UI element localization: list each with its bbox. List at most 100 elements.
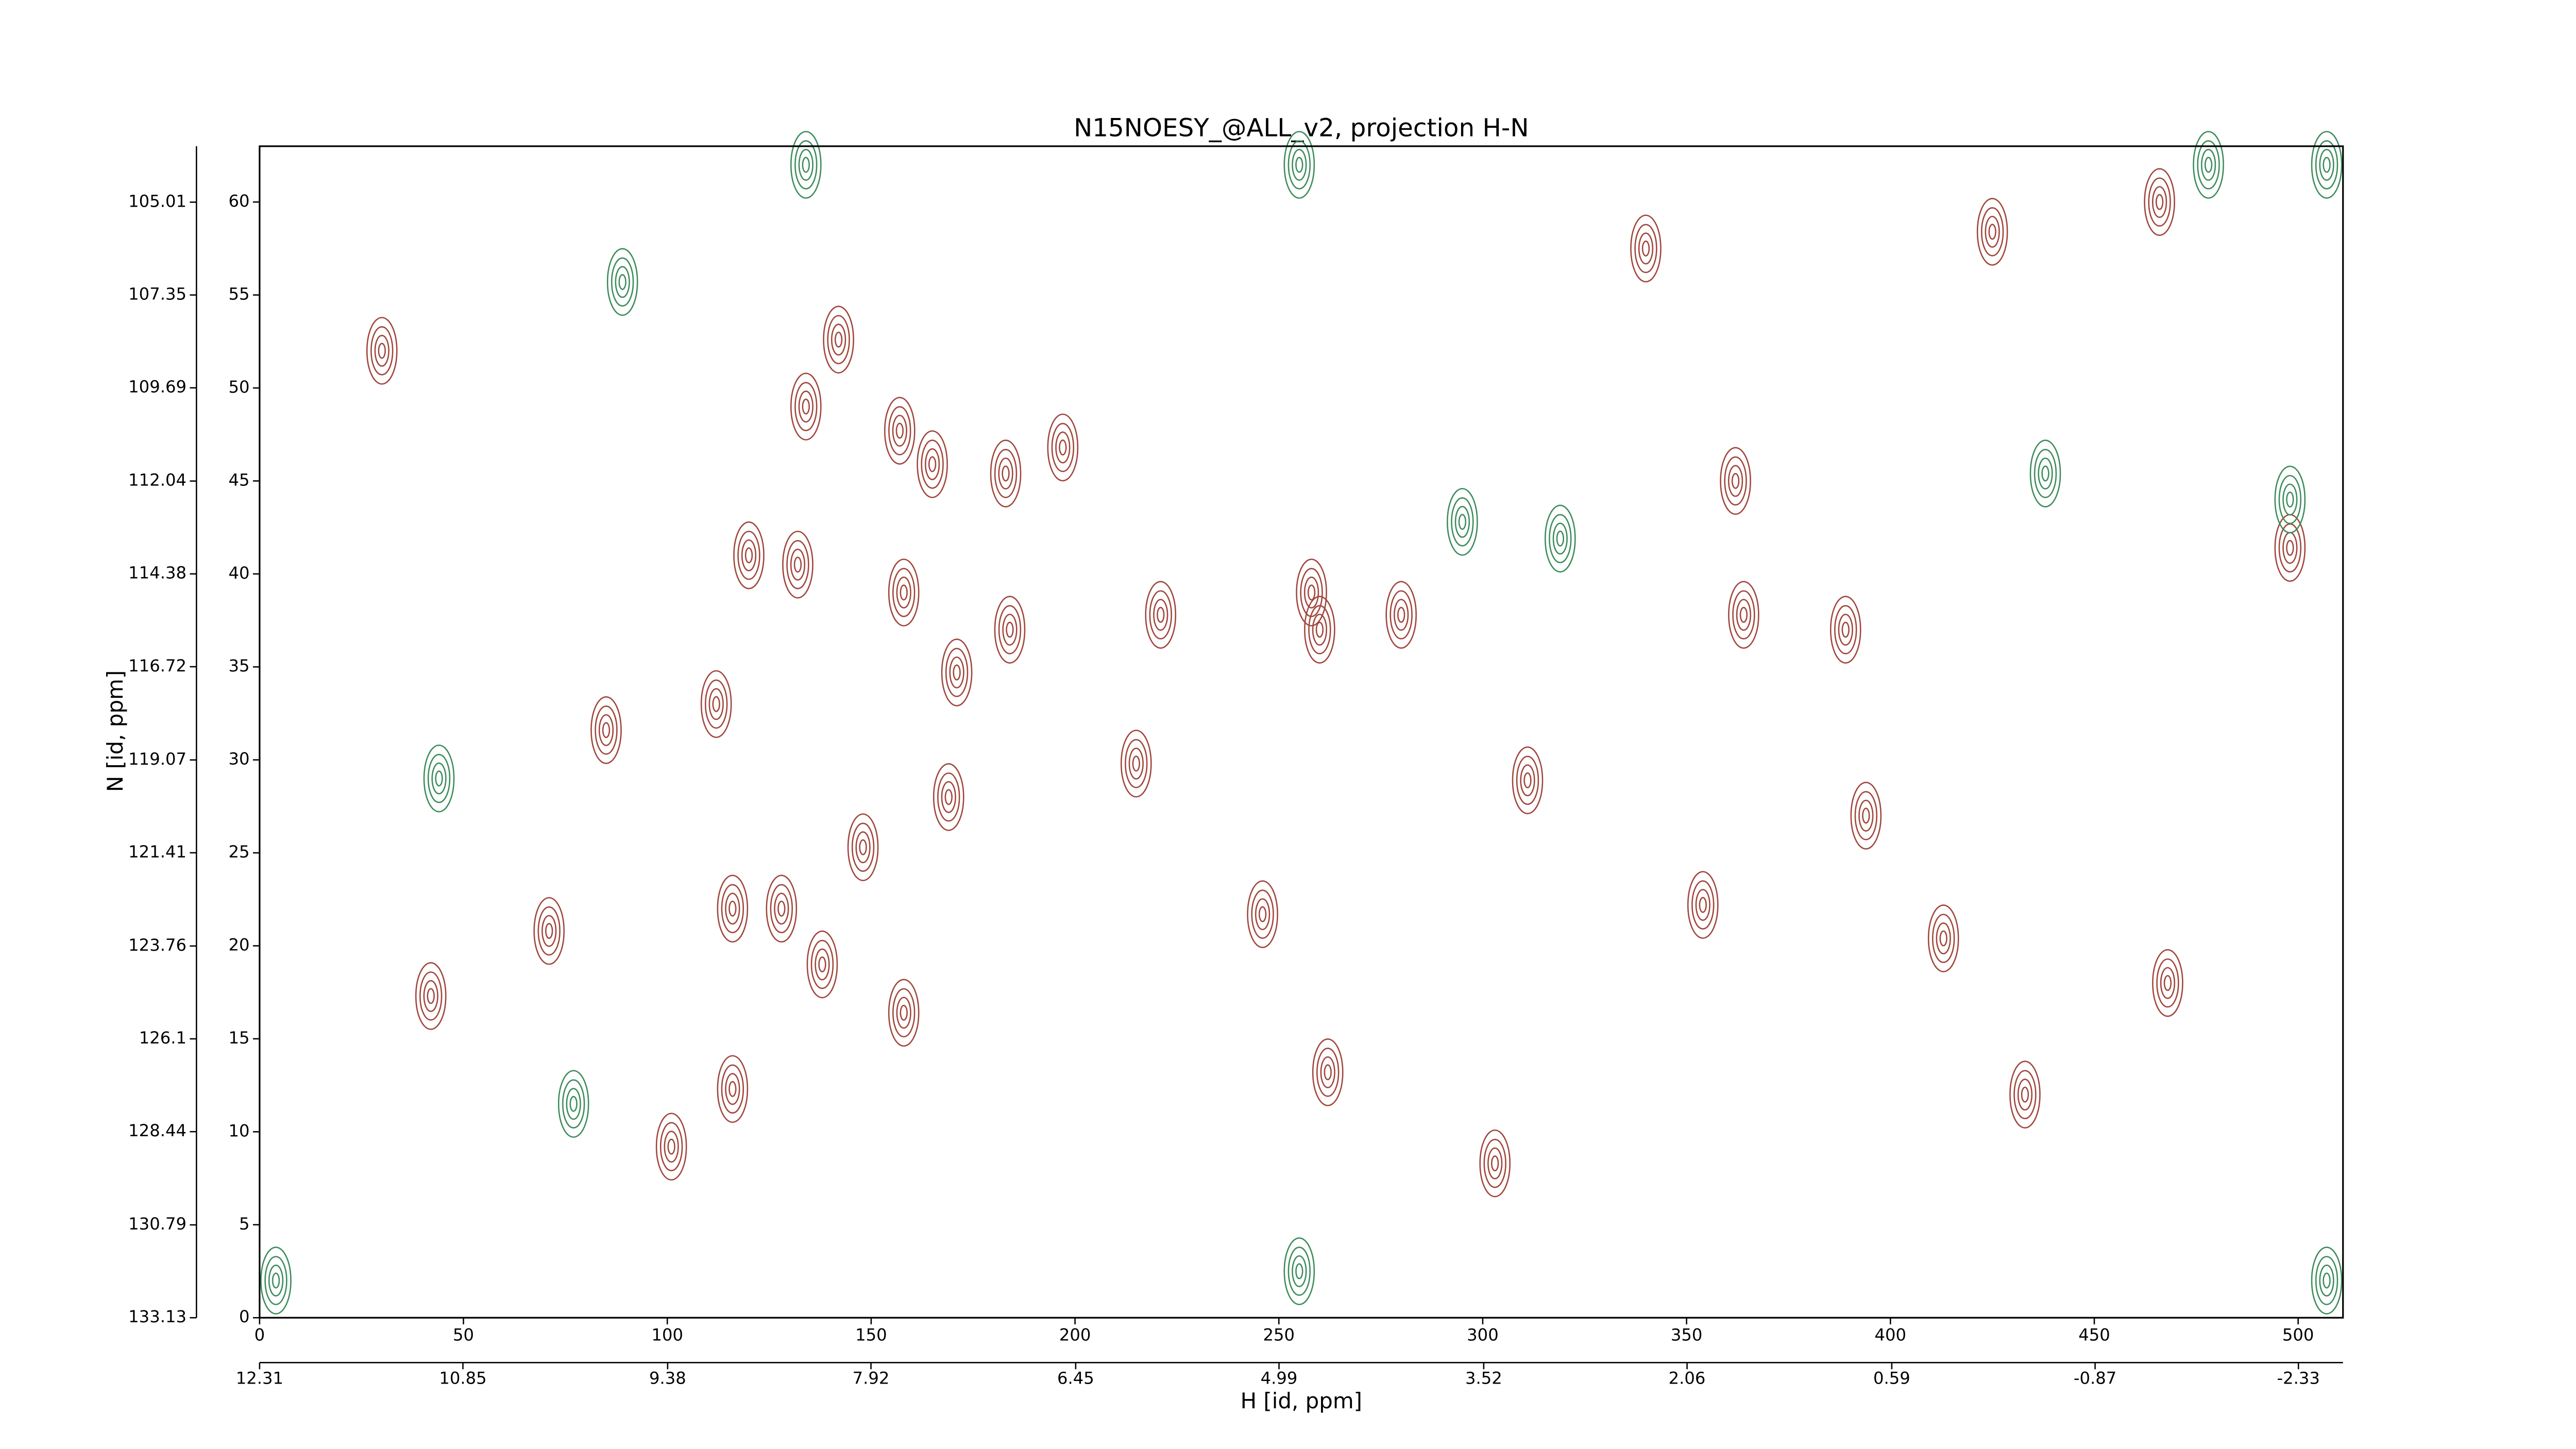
contour-line — [1157, 606, 1165, 623]
contour-peak — [590, 696, 622, 764]
y2-tick-label: 107.35 — [128, 284, 187, 304]
contour-line — [1287, 1246, 1311, 1296]
contour-line — [598, 714, 614, 746]
contour-line — [1307, 584, 1316, 601]
contour-line — [1292, 148, 1307, 181]
x-tick-label: 300 — [1467, 1325, 1499, 1345]
contour-line — [1247, 880, 1278, 948]
contour-line — [1739, 606, 1748, 623]
x2-tick-label: 9.38 — [649, 1369, 686, 1388]
contour-line — [2197, 140, 2220, 190]
contour-line — [933, 763, 964, 831]
contour-line — [2323, 1272, 2331, 1289]
contour-line — [802, 398, 810, 415]
contour-line — [794, 382, 818, 431]
contour-line — [370, 326, 394, 376]
contour-line — [744, 547, 753, 564]
contour-peak — [806, 930, 838, 999]
contour-peak — [533, 897, 565, 965]
x-tick-label: 50 — [453, 1325, 474, 1345]
contour-peak — [1976, 197, 2008, 266]
contour-line — [2274, 465, 2306, 534]
contour-peak — [2311, 131, 2343, 199]
contour-line — [766, 874, 798, 943]
contour-line — [1145, 581, 1177, 649]
contour-line — [2278, 475, 2302, 525]
contour-line — [733, 521, 765, 589]
contour-line — [1699, 897, 1707, 913]
chart-title: N15NOESY_@ALL_v2, projection H-N — [1074, 114, 1529, 143]
contour-line — [941, 638, 973, 706]
contour-line — [941, 781, 956, 813]
contour-line — [884, 397, 916, 465]
contour-line — [667, 1138, 675, 1155]
contour-line — [1841, 621, 1850, 638]
contour-line — [659, 1122, 683, 1171]
contour-line — [2152, 949, 2183, 1017]
contour-line — [1862, 807, 1870, 824]
y2-tick-label: 119.07 — [128, 749, 187, 769]
contour-line — [1487, 1147, 1503, 1180]
contour-line — [888, 979, 920, 1047]
contour-line — [728, 900, 737, 917]
contour-line — [834, 331, 843, 348]
contour-line — [1308, 605, 1331, 654]
contour-line — [892, 568, 916, 617]
y-tick-label: 35 — [228, 656, 249, 676]
contour-line — [1304, 596, 1335, 664]
y-tick-label: 15 — [228, 1028, 249, 1048]
x-tick-label: 150 — [855, 1325, 887, 1345]
plot-area — [260, 131, 2343, 1315]
plot-frame — [259, 145, 2344, 1319]
contour-line — [990, 440, 1022, 508]
contour-line — [1397, 606, 1405, 623]
contour-line — [590, 696, 622, 764]
contour-peak — [1630, 214, 1662, 283]
contour-line — [815, 948, 830, 981]
contour-line — [1128, 747, 1144, 780]
contour-line — [2323, 157, 2331, 173]
contour-line — [777, 900, 786, 917]
x2-tick-label: 6.45 — [1057, 1369, 1094, 1388]
contour-line — [1483, 1138, 1506, 1188]
contour-line — [1545, 504, 1576, 572]
contour-line — [700, 670, 732, 738]
contour-line — [2013, 1070, 2037, 1119]
contour-line — [786, 540, 809, 589]
contour-peak — [423, 744, 455, 813]
contour-peak — [1447, 487, 1478, 556]
contour-line — [2200, 148, 2216, 181]
contour-line — [1976, 197, 2008, 266]
contour-peak — [260, 1246, 292, 1315]
contour-line — [1300, 568, 1323, 617]
contour-line — [1838, 614, 1853, 646]
contour-line — [2163, 975, 2172, 991]
contour-peak — [766, 874, 798, 943]
contour-line — [562, 1079, 585, 1128]
contour-line — [953, 664, 961, 681]
y-tick-label: 20 — [228, 935, 249, 955]
contour-line — [810, 939, 834, 989]
contour-line — [774, 892, 789, 925]
contour-line — [725, 1073, 740, 1105]
contour-line — [705, 679, 728, 729]
contour-peak — [1145, 581, 1177, 649]
contour-line — [615, 266, 630, 298]
contour-peak — [733, 521, 765, 589]
contour-line — [1132, 755, 1140, 772]
y-tick-label: 40 — [228, 563, 249, 583]
contour-peak — [2274, 465, 2306, 534]
contour-line — [708, 688, 724, 720]
contour-line — [1980, 207, 2004, 257]
contour-peak — [1512, 746, 1544, 815]
contour-line — [2148, 177, 2171, 227]
contour-peak — [1283, 131, 1315, 199]
contour-line — [415, 962, 447, 1030]
x-tick-label: 400 — [1875, 1325, 1907, 1345]
contour-peak — [941, 638, 973, 706]
contour-line — [2311, 131, 2343, 199]
contour-line — [2286, 491, 2294, 508]
contour-line — [272, 1272, 280, 1289]
contour-line — [611, 257, 634, 307]
